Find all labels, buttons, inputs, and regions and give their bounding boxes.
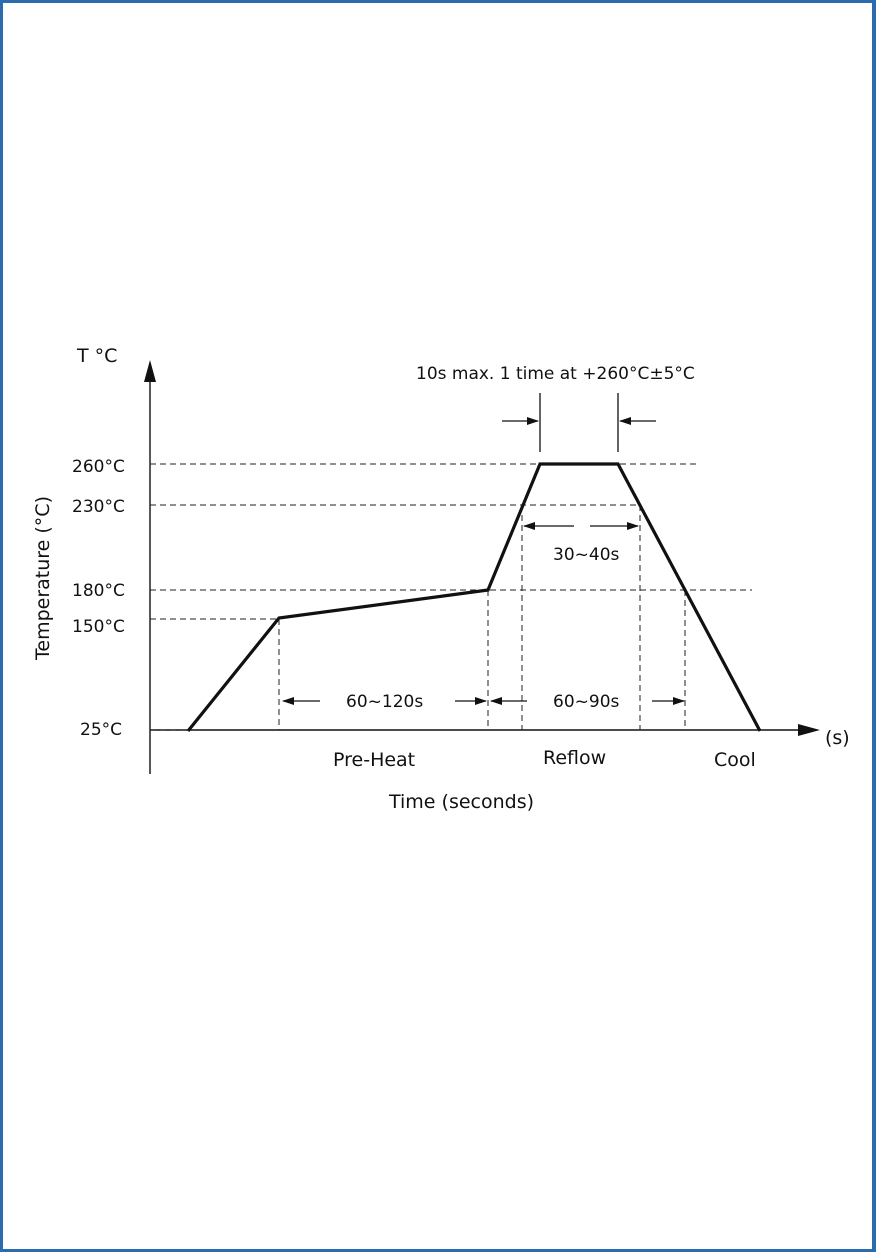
temp-label-25: 25°C — [80, 720, 122, 740]
above230-duration-label: 30~40s — [553, 545, 620, 565]
phase-cool-label: Cool — [714, 749, 756, 771]
temp-label-230: 230°C — [72, 497, 125, 517]
temp-label-180: 180°C — [72, 581, 125, 601]
peak-note: 10s max. 1 time at +260°C±5°C — [416, 364, 695, 384]
y-axis-unit-label: T °C — [76, 345, 117, 367]
above180-duration-label: 60~90s — [553, 692, 620, 712]
x-axis-arrowhead — [798, 724, 820, 736]
preheat-duration-label: 60~120s — [346, 692, 423, 712]
temp-label-260: 260°C — [72, 457, 125, 477]
x-axis-unit-label: (s) — [825, 727, 850, 749]
x-axis-title: Time (seconds) — [388, 791, 534, 813]
temperature-profile-curve — [186, 462, 762, 733]
y-axis-arrowhead — [144, 360, 156, 382]
temp-label-150: 150°C — [72, 617, 125, 637]
y-axis-title: Temperature (°C) — [32, 496, 54, 661]
phase-reflow-label: Reflow — [543, 747, 606, 769]
phase-preheat-label: Pre-Heat — [333, 749, 415, 771]
